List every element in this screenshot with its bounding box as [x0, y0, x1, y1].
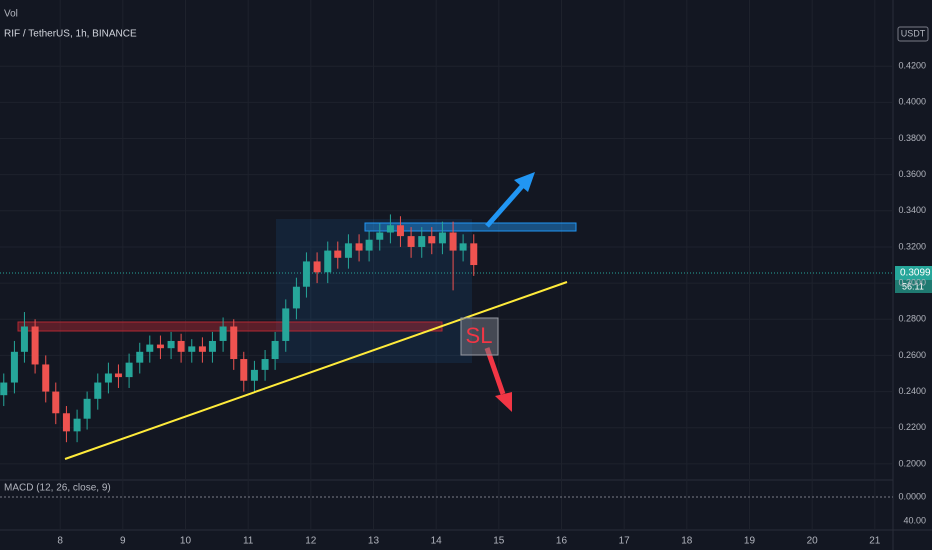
- macd-label: MACD (12, 26, close, 9): [4, 483, 111, 494]
- candle-body: [418, 236, 426, 247]
- candles: [0, 214, 478, 443]
- countdown-box: [895, 280, 932, 293]
- candle-body: [156, 344, 164, 349]
- x-tick-label: 8: [57, 536, 63, 547]
- x-tick-label: 17: [619, 536, 631, 547]
- volume-label: Vol: [4, 9, 18, 20]
- candle-body: [470, 243, 478, 266]
- candle-body: [219, 326, 227, 341]
- candle-body: [365, 239, 373, 251]
- candle-body: [20, 326, 28, 352]
- x-tick-label: 20: [807, 536, 819, 547]
- candle-body: [449, 232, 457, 251]
- y-tick-label: 0.2800: [898, 314, 926, 324]
- y-tick-label: 0.3400: [898, 205, 926, 215]
- candle-body: [104, 373, 112, 383]
- x-tick-label: 12: [305, 536, 317, 547]
- target-zone: [364, 222, 577, 232]
- candle-body: [302, 261, 310, 287]
- x-tick-label: 18: [681, 536, 693, 547]
- candle-body: [407, 236, 415, 247]
- x-tick-label: 15: [493, 536, 505, 547]
- x-tick-label: 19: [744, 536, 756, 547]
- candle-body: [271, 340, 279, 360]
- candle-body: [334, 250, 342, 258]
- arrow-up-head: [514, 172, 535, 192]
- candle-body: [261, 359, 269, 370]
- candle-body: [62, 413, 70, 432]
- resistance-zone: [17, 321, 443, 332]
- candle-body: [438, 232, 446, 244]
- candle-body: [198, 346, 206, 352]
- x-tick-label: 10: [180, 536, 192, 547]
- candle-body: [177, 340, 185, 352]
- candle-body: [146, 344, 154, 352]
- candle-body: [240, 359, 248, 381]
- candle-body: [42, 364, 50, 392]
- arrow-up: [485, 182, 526, 228]
- y-tick-label: 0.3800: [898, 133, 926, 143]
- candle-body: [396, 225, 404, 237]
- x-tick-label: 21: [869, 536, 881, 547]
- y-tick-label: 0.3200: [898, 241, 926, 251]
- candle-body: [313, 261, 321, 273]
- y-tick-label: 0.2000: [898, 458, 926, 468]
- candle-body: [428, 236, 436, 244]
- grid: [0, 0, 893, 530]
- y-tick-label: 0.3000: [898, 277, 926, 287]
- x-tick-label: 14: [431, 536, 443, 547]
- macd-tick-label: 40.00: [903, 515, 926, 525]
- candle-body: [94, 382, 102, 399]
- symbol-title: RIF / TetherUS, 1h, BINANCE: [4, 29, 137, 40]
- y-tick-label: 0.2600: [898, 350, 926, 360]
- x-tick-label: 11: [243, 536, 254, 547]
- candle-body: [73, 418, 81, 432]
- x-tick-label: 9: [120, 536, 126, 547]
- macd-tick-label: 0.0000: [898, 491, 926, 501]
- last-price-box: [895, 266, 932, 280]
- candle-body: [282, 308, 290, 341]
- candle-body: [355, 243, 363, 251]
- candle-body: [83, 398, 91, 419]
- candle-body: [208, 340, 216, 352]
- candle-body: [125, 362, 133, 378]
- candle-body: [230, 326, 238, 360]
- arrow-down-head: [495, 392, 512, 412]
- trend-line: [64, 281, 568, 460]
- candle-body: [167, 340, 175, 349]
- candle-body: [292, 286, 300, 309]
- currency-box: [897, 26, 929, 42]
- y-tick-label: 0.4200: [898, 61, 926, 71]
- countdown-label: 56:11: [902, 281, 924, 291]
- candle-body: [250, 369, 258, 381]
- y-tick-label: 0.2400: [898, 386, 926, 396]
- candle-body: [459, 243, 467, 251]
- candle-body: [344, 243, 352, 258]
- arrow-down: [484, 347, 506, 395]
- candle-body: [0, 382, 8, 396]
- y-tick-label: 0.3600: [898, 169, 926, 179]
- x-tick-label: 13: [368, 536, 380, 547]
- candle-body: [52, 391, 60, 414]
- candle-body: [188, 346, 196, 352]
- sl-label: SL: [466, 323, 493, 348]
- candle-body: [31, 326, 39, 365]
- candle-body: [376, 232, 384, 240]
- y-tick-label: 0.4000: [898, 97, 926, 107]
- last-price-label: 0.3099: [900, 268, 931, 279]
- candle-body: [386, 225, 394, 233]
- x-tick-label: 16: [556, 536, 568, 547]
- candle-body: [10, 351, 18, 383]
- y-tick-label: 0.2200: [898, 422, 926, 432]
- candle-body: [136, 351, 144, 363]
- candle-body: [114, 373, 122, 378]
- candle-body: [324, 250, 332, 273]
- currency-label: USDT: [901, 28, 926, 38]
- sl-box: [460, 317, 499, 356]
